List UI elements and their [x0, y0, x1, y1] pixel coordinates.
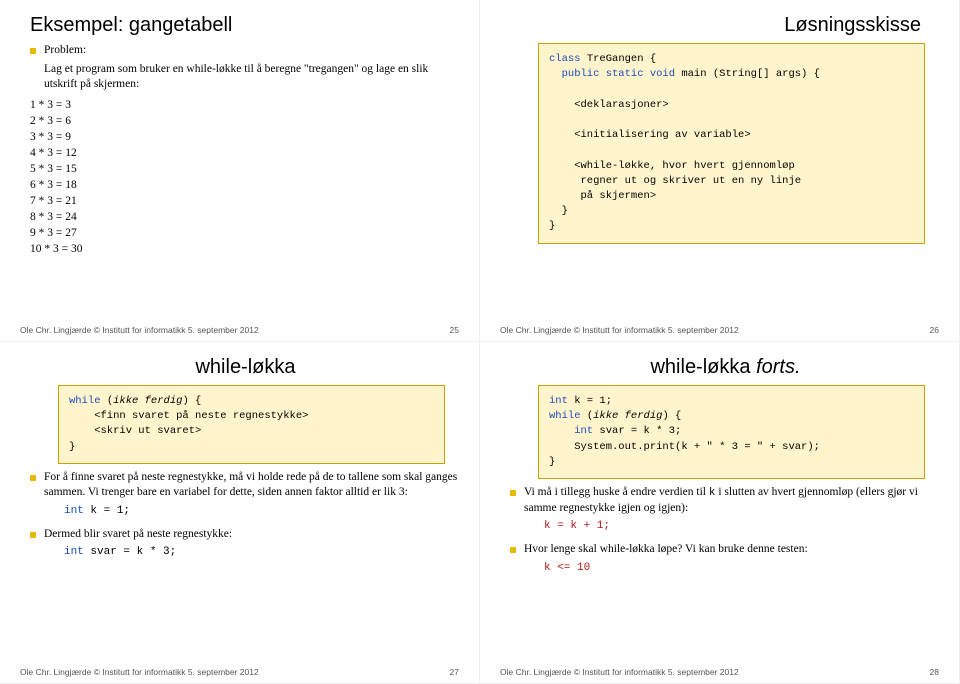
title-text: while-løkka: [650, 356, 756, 378]
code-txt: main (String[] args) {: [675, 68, 820, 80]
output-row: 5 * 3 = 15: [30, 161, 461, 177]
slide-body: int k = 1; while (ikke ferdig) { int sva…: [510, 385, 941, 576]
code-txt: på skjermen>: [549, 190, 656, 202]
footer-credit: Ole Chr. Lingjærde © Institutt for infor…: [500, 325, 739, 335]
bullet-text: Vi må i tillegg huske å endre verdien ti…: [524, 486, 709, 498]
page-number: 28: [930, 667, 939, 677]
output-row: 3 * 3 = 9: [30, 129, 461, 145]
code-txt: }: [549, 220, 555, 232]
page-number: 25: [450, 325, 459, 335]
slide-footer: Ole Chr. Lingjærde © Institutt for infor…: [20, 667, 459, 677]
bullet: Hvor lenge skal while-løkka løpe? Vi kan…: [510, 542, 941, 558]
code-kw: while: [69, 395, 101, 407]
code-txt: (: [581, 410, 594, 422]
output-row: 6 * 3 = 18: [30, 177, 461, 193]
code-txt: <deklarasjoner>: [549, 99, 669, 111]
slide-title: while-løkka forts.: [510, 356, 941, 379]
output-row: 2 * 3 = 6: [30, 113, 461, 129]
slide-footer: Ole Chr. Lingjærde © Institutt for infor…: [20, 325, 459, 335]
footer-credit: Ole Chr. Lingjærde © Institutt for infor…: [20, 667, 259, 677]
code-line: k = k + 1;: [544, 519, 941, 534]
slide-title: while-løkka: [30, 356, 461, 379]
code-txt: }: [549, 205, 568, 217]
code-kw: class: [549, 53, 581, 65]
code-txt: k = 1;: [568, 395, 612, 407]
code-txt: <while-løkke, hvor hvert gjennomløp: [549, 160, 795, 172]
code-txt: }: [549, 456, 555, 468]
code-txt: <initialisering av variable>: [549, 129, 751, 141]
code-kw: int: [549, 395, 568, 407]
bullet: Vi må i tillegg huske å endre verdien ti…: [510, 485, 941, 516]
output-row: 10 * 3 = 30: [30, 241, 461, 257]
slide: Løsningsskisse class TreGangen { public …: [480, 0, 960, 342]
slide-body: Problem: Lag et program som bruker en wh…: [30, 43, 461, 257]
code-kw: int: [64, 505, 84, 517]
code-txt: k = 1;: [84, 505, 130, 517]
footer-credit: Ole Chr. Lingjærde © Institutt for infor…: [500, 667, 739, 677]
code-box: class TreGangen { public static void mai…: [538, 43, 925, 244]
code-txt: ) {: [182, 395, 201, 407]
title-text: Eksempel: gangetabell: [30, 14, 232, 37]
slide-title: Løsningsskisse: [510, 14, 941, 37]
code-txt: TreGangen {: [581, 53, 657, 65]
code-txt: svar = k * 3;: [84, 546, 176, 558]
slide: Eksempel: gangetabell Problem: Lag et pr…: [0, 0, 480, 342]
output-row: 1 * 3 = 3: [30, 97, 461, 113]
code-line: int k = 1;: [64, 504, 461, 519]
code-em: ikke ferdig: [113, 395, 182, 407]
slide-body: class TreGangen { public static void mai…: [510, 43, 941, 244]
output-row: 7 * 3 = 21: [30, 193, 461, 209]
code-em: ikke ferdig: [593, 410, 662, 422]
slide: while-løkka forts. int k = 1; while (ikk…: [480, 342, 960, 684]
page-number: 27: [450, 667, 459, 677]
code-box: int k = 1; while (ikke ferdig) { int sva…: [538, 385, 925, 479]
output-row: 4 * 3 = 12: [30, 145, 461, 161]
code-txt: regner ut og skriver ut en ny linje: [549, 175, 801, 187]
code-line: k <= 10: [544, 561, 941, 576]
bullet: Dermed blir svaret på neste regnestykke:: [30, 527, 461, 543]
code-txt: svar = k * 3;: [593, 425, 681, 437]
code-kw: int: [64, 546, 84, 558]
bullet: Problem:: [30, 43, 461, 59]
slide-body: while (ikke ferdig) { <finn svaret på ne…: [30, 385, 461, 560]
code-kw: public static void: [549, 68, 675, 80]
output-row: 9 * 3 = 27: [30, 225, 461, 241]
code-txt: }: [69, 441, 75, 453]
code-line: int svar = k * 3;: [64, 545, 461, 560]
code-box: while (ikke ferdig) { <finn svaret på ne…: [58, 385, 445, 464]
title-em: forts.: [756, 356, 800, 378]
slide-footer: Ole Chr. Lingjærde © Institutt for infor…: [500, 667, 939, 677]
code-txt: <finn svaret på neste regnestykke>: [69, 410, 308, 422]
problem-head: Problem:: [44, 44, 86, 56]
code-txt: <skriv ut svaret>: [69, 425, 201, 437]
footer-credit: Ole Chr. Lingjærde © Institutt for infor…: [20, 325, 259, 335]
code-txt: (: [101, 395, 114, 407]
page-number: 26: [930, 325, 939, 335]
bullet: For å finne svaret på neste regnestykke,…: [30, 470, 461, 501]
slide-title: Eksempel: gangetabell: [30, 14, 451, 37]
slide-footer: Ole Chr. Lingjærde © Institutt for infor…: [500, 325, 939, 335]
code-txt: ) {: [662, 410, 681, 422]
code-kw: int: [549, 425, 593, 437]
slide: while-løkka while (ikke ferdig) { <finn …: [0, 342, 480, 684]
code-kw: while: [549, 410, 581, 422]
problem-text: Lag et program som bruker en while-løkke…: [30, 62, 461, 93]
output-row: 8 * 3 = 24: [30, 209, 461, 225]
output-list: 1 * 3 = 32 * 3 = 63 * 3 = 94 * 3 = 125 *…: [30, 97, 461, 258]
code-txt: System.out.print(k + " * 3 = " + svar);: [549, 441, 820, 453]
